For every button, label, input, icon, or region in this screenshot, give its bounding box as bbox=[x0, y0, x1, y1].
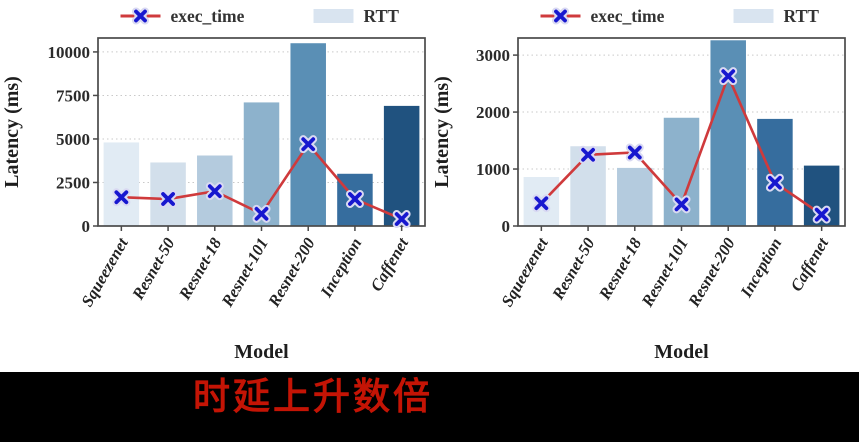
exec-marker-resnet-50 bbox=[581, 147, 595, 162]
exec-marker-caffenet bbox=[814, 207, 829, 222]
x-axis-label: Model bbox=[234, 341, 289, 363]
exec-marker-resnet-200 bbox=[301, 137, 316, 152]
y-tick-label: 0 bbox=[82, 217, 91, 236]
exec-marker-caffenet bbox=[394, 212, 409, 226]
rtt-bar-resnet-101 bbox=[243, 102, 280, 226]
x-tick-label-squeezenet: Squeezenet bbox=[77, 234, 132, 310]
caption-text: 时延上升数倍 bbox=[193, 377, 433, 418]
y-tick-label: 1000 bbox=[476, 160, 510, 179]
y-tick-label: 2500 bbox=[56, 173, 90, 192]
latency-chart-left: 025005000750010000SqueezenetResnet-50Res… bbox=[1, 6, 426, 363]
exec-marker-resnet-101 bbox=[674, 197, 689, 212]
exec-marker-inception bbox=[348, 192, 362, 206]
y-tick-label: 0 bbox=[502, 217, 511, 236]
x-tick-label-resnet-50: Resnet-50 bbox=[128, 235, 179, 304]
legend-exec-marker bbox=[134, 9, 147, 23]
legend-label-exec-time: exec_time bbox=[171, 6, 245, 26]
x-tick-label-inception: Inception bbox=[316, 235, 366, 302]
rtt-bar-resnet-200 bbox=[290, 43, 326, 226]
x-tick-label-caffenet: Caffenet bbox=[366, 234, 412, 294]
exec-marker-squeezenet bbox=[114, 190, 129, 205]
exec-marker-resnet-18 bbox=[207, 184, 222, 199]
rtt-bar-resnet-200 bbox=[710, 40, 746, 226]
caption-banner: 时延上升数倍 bbox=[0, 372, 859, 442]
x-tick-label-squeezenet: Squeezenet bbox=[497, 234, 552, 310]
legend-label-exec-time: exec_time bbox=[591, 6, 665, 26]
legend-label-rtt: RTT bbox=[784, 6, 820, 26]
legend-rtt-swatch bbox=[313, 9, 354, 23]
exec-marker-resnet-200 bbox=[721, 69, 736, 84]
y-tick-label: 2000 bbox=[476, 103, 510, 122]
rtt-bar-resnet-18 bbox=[617, 167, 653, 226]
exec-marker-resnet-18 bbox=[627, 145, 642, 160]
latency-chart-right: 0 1000 2000 3000 SqueezenetResnet-50Resnet-1… bbox=[431, 6, 846, 363]
x-tick-label-caffenet: Caffenet bbox=[786, 234, 832, 294]
x-tick-label-resnet-18: Resnet-18 bbox=[594, 234, 645, 303]
x-tick-label-resnet-200: Resnet-200 bbox=[684, 235, 739, 311]
x-tick-label-resnet-200: Resnet-200 bbox=[264, 235, 319, 311]
y-axis-label: Latency (ms) bbox=[431, 76, 453, 188]
x-tick-label-inception: Inception bbox=[736, 235, 786, 302]
rtt-bar-inception bbox=[757, 118, 793, 226]
y-tick-label: 3000 bbox=[476, 46, 510, 65]
exec-marker-inception bbox=[768, 175, 782, 190]
y-axis-label: Latency (ms) bbox=[1, 76, 23, 188]
y-tick-label: 10000 bbox=[48, 43, 91, 62]
rtt-bar-squeezenet bbox=[103, 142, 140, 226]
legend-exec-marker bbox=[554, 9, 567, 23]
exec-marker-squeezenet bbox=[534, 196, 549, 211]
rtt-bar-caffenet bbox=[383, 105, 420, 226]
x-tick-label-resnet-18: Resnet-18 bbox=[174, 234, 225, 303]
y-tick-label: 5000 bbox=[56, 130, 90, 149]
x-axis-label: Model bbox=[654, 341, 709, 363]
x-tick-label-resnet-50: Resnet-50 bbox=[548, 235, 599, 304]
exec-marker-resnet-101 bbox=[254, 206, 269, 221]
exec-marker-resnet-50 bbox=[161, 192, 175, 206]
y-tick-label: 7500 bbox=[56, 86, 90, 105]
legend-rtt-swatch bbox=[733, 9, 774, 23]
legend-label-rtt: RTT bbox=[364, 6, 400, 26]
